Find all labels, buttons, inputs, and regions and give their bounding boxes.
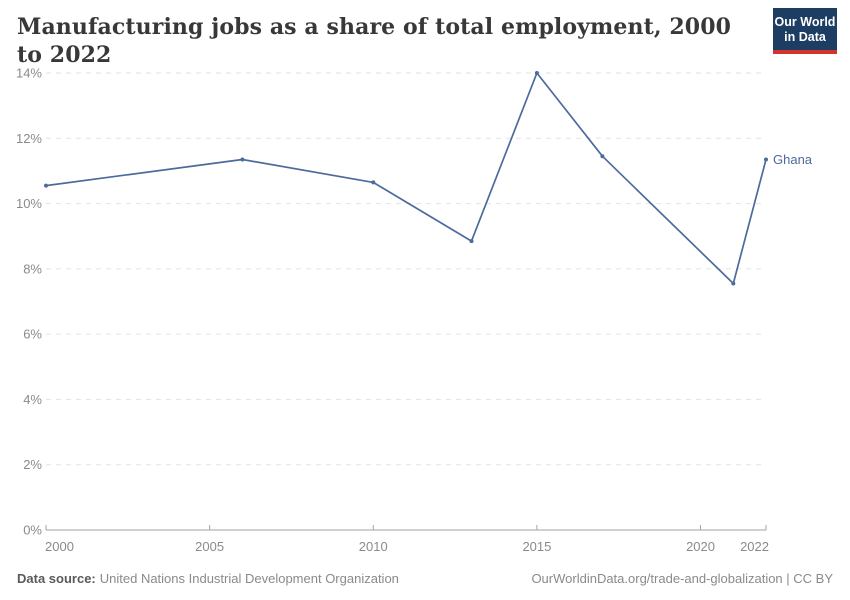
y-tick-label: 0% [23,523,42,538]
y-tick-label: 2% [23,457,42,472]
series-end-label[interactable]: Ghana [773,152,813,167]
data-point-marker[interactable] [731,281,736,286]
owid-logo-line1: Our World [774,15,836,29]
x-tick-label: 2015 [522,539,551,554]
data-point-marker[interactable] [600,154,605,159]
y-tick-label: 10% [16,196,42,211]
data-source-value: United Nations Industrial Development Or… [99,571,399,586]
y-tick-label: 4% [23,392,42,407]
x-tick-label: 2000 [45,539,74,554]
chart-footer: Data source: United Nations Industrial De… [17,571,833,588]
y-tick-label: 8% [23,261,42,276]
owid-logo[interactable]: Our World in Data [773,8,837,54]
x-tick-label: 2022 [740,539,769,554]
data-source: Data source: United Nations Industrial De… [17,571,399,586]
footer-credit-link[interactable]: OurWorldinData.org/trade-and-globalizati… [531,571,833,586]
x-tick-label: 2005 [195,539,224,554]
data-source-label: Data source: [17,571,96,586]
ghana-line[interactable] [45,72,767,285]
data-point-marker[interactable] [534,71,539,75]
data-point-marker[interactable] [469,239,474,244]
data-point-marker[interactable] [371,180,376,185]
y-tick-label: 12% [16,131,42,146]
chart-title: Manufacturing jobs as a share of total e… [17,14,732,68]
y-tick-label: 6% [23,327,42,342]
owid-logo-line2: in Data [784,30,826,44]
x-tick-label: 2020 [686,539,715,554]
y-tick-label: 14% [16,66,42,81]
data-point-marker[interactable] [240,157,245,162]
x-tick-label: 2010 [359,539,388,554]
data-point-marker[interactable] [764,157,768,162]
data-point-marker[interactable] [44,183,48,188]
